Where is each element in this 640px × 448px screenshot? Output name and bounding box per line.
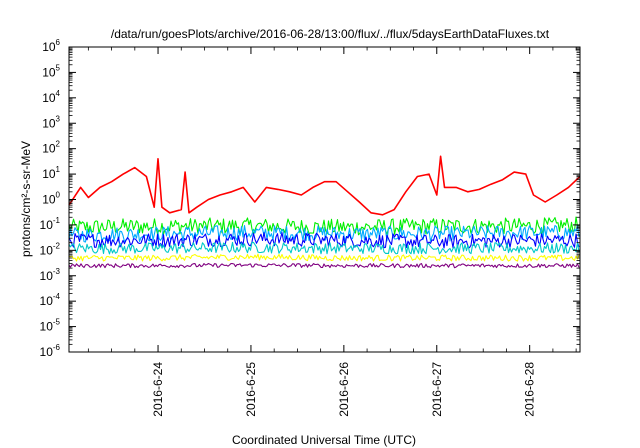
series-line-2 <box>68 216 580 236</box>
series-line-1 <box>68 155 581 216</box>
y-axis: 10-6 10-5 10-4 10-3 10-2 10-1 100 101 102 103 104 1… <box>40 38 580 359</box>
x-tick-label: 2016-6-25 <box>244 362 258 417</box>
y-tick-label: 105 <box>42 63 60 79</box>
x-tick-label: 2016-6-26 <box>337 362 351 417</box>
x-axis: 2016-6-24 2016-6-25 2016-6-26 2016-6-27 2016… <box>87 47 577 417</box>
y-tick-label: 10-3 <box>40 267 61 283</box>
y-tick-label: 10-4 <box>40 292 61 308</box>
y-tick-label: 101 <box>42 165 60 181</box>
x-axis-label: Coordinated Universal Time (UTC) <box>232 433 416 447</box>
y-tick-label: 106 <box>42 38 60 54</box>
x-tick-label: 2016-6-24 <box>151 362 165 417</box>
series-line-7 <box>68 262 580 269</box>
y-tick-label: 10-2 <box>40 241 61 257</box>
y-tick-label: 103 <box>42 114 60 130</box>
y-tick-label: 102 <box>42 140 60 156</box>
x-tick-label: 2016-6-27 <box>430 362 444 417</box>
x-tick-label: 2016-6-28 <box>523 362 537 417</box>
plot-frame <box>68 46 581 353</box>
chart-title: /data/run/goesPlots/archive/2016-06-28/1… <box>111 27 550 41</box>
series-line-4 <box>68 232 580 249</box>
y-axis-label: protons/cm²-s-sr-MeV <box>19 141 33 257</box>
y-tick-label: 100 <box>42 191 60 207</box>
y-tick-label: 104 <box>42 89 60 105</box>
y-tick-label: 10-5 <box>40 318 61 334</box>
series-line-6 <box>68 253 580 262</box>
series-layer <box>68 155 581 269</box>
y-tick-label: 10-1 <box>40 216 61 232</box>
y-tick-label: 10-6 <box>40 343 61 359</box>
series-line-5 <box>68 241 580 255</box>
